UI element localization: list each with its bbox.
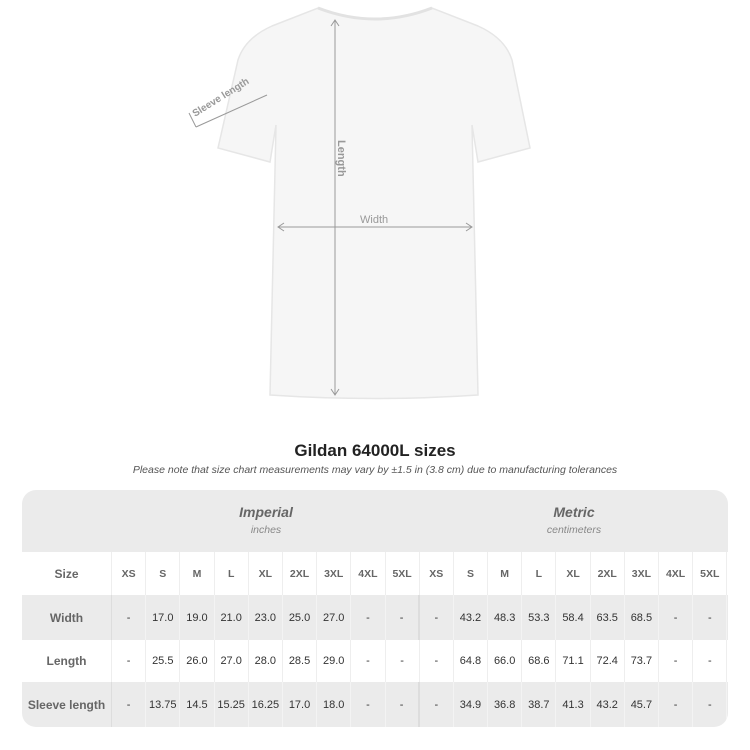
metric-value-cell: 45.7 [625, 682, 659, 727]
metric-value-cell: - [693, 682, 728, 727]
imperial-unit: inches [250, 524, 282, 536]
metric-value-cell: 53.3 [522, 595, 557, 640]
imperial-value-cell: 29.0 [317, 640, 352, 682]
size-header-s: S [454, 552, 489, 595]
metric-value-cell: 72.4 [591, 640, 625, 682]
measure-lines [188, 19, 473, 396]
metric-value-cell: 66.0 [488, 640, 523, 682]
metric-value-cell: 64.8 [454, 640, 489, 682]
size-header-xs: XS [112, 552, 147, 595]
imperial-value-cell: - [386, 595, 420, 640]
page-title: Gildan 64000L sizes [294, 441, 456, 460]
metric-value-cell: - [420, 640, 454, 682]
imperial-value-cell: - [351, 595, 386, 640]
metric-value-cell: - [659, 595, 694, 640]
size-header-xl: XL [556, 552, 591, 595]
imperial-value-cell: 27.0 [317, 595, 352, 640]
tshirt-diagram: Sleeve length Length Width [188, 6, 531, 400]
size-header-l: L [215, 552, 249, 595]
metric-value-cell: 48.3 [488, 595, 523, 640]
size-header-m: M [180, 552, 215, 595]
imperial-value-cell: 16.25 [249, 682, 283, 727]
metric-title: Metric [553, 504, 595, 520]
imperial-value-cell: 17.0 [146, 595, 181, 640]
metric-value-cell: - [693, 595, 728, 640]
imperial-value-cell: 28.5 [283, 640, 318, 682]
imperial-value-cell: 25.0 [283, 595, 318, 640]
imperial-value-cell: 13.75 [146, 682, 181, 727]
metric-unit: centimeters [546, 524, 602, 536]
imperial-value-cell: 18.0 [317, 682, 352, 727]
row-label: Length [22, 640, 112, 682]
imperial-value-cell: - [386, 682, 420, 727]
size-header-3xl: 3XL [625, 552, 659, 595]
metric-value-cell: - [420, 595, 454, 640]
table-row: Length -25.5 26.0 27.0 28.0 28.5 29.0- - -64.8 66… [22, 640, 728, 682]
imperial-header: Imperial inches [112, 490, 420, 552]
size-header-4xl: 4XL [351, 552, 386, 595]
metric-value-cell: 41.3 [556, 682, 591, 727]
metric-value-cell: 36.8 [488, 682, 523, 727]
imperial-value-cell: 25.5 [146, 640, 181, 682]
size-header-3xl: 3XL [317, 552, 352, 595]
metric-value-cell: 38.7 [522, 682, 557, 727]
table-row: Width -17.0 19.0 21.0 23.0 25.0 27.0- - -43.2 48.… [22, 595, 728, 640]
size-row: Size XS S M L XL 2XL 3XL 4XL 5XL XS S M L XL 2XL 3XL 4XL 5… [22, 552, 728, 595]
tshirt-shape [217, 7, 531, 400]
imperial-value-cell: 27.0 [215, 640, 249, 682]
imperial-value-cell: - [112, 595, 147, 640]
size-table: Imperial inches Metric centimeters Size X… [22, 490, 728, 727]
metric-header: Metric centimeters [420, 490, 728, 552]
imperial-value-cell: - [351, 640, 386, 682]
size-header-label: Size [22, 552, 112, 595]
metric-value-cell: - [659, 682, 694, 727]
size-header-4xl: 4XL [659, 552, 694, 595]
imperial-value-cell: 15.25 [215, 682, 249, 727]
imperial-value-cell: 21.0 [215, 595, 249, 640]
imperial-value-cell: 17.0 [283, 682, 318, 727]
width-label: Width [360, 214, 388, 226]
size-header-5xl: 5XL [386, 552, 420, 595]
imperial-value-cell: - [351, 682, 386, 727]
imperial-value-cell: 23.0 [249, 595, 283, 640]
metric-value-cell: 34.9 [454, 682, 489, 727]
imperial-value-cell: 28.0 [249, 640, 283, 682]
size-header-2xl: 2XL [591, 552, 625, 595]
table-row: Sleeve length -13.75 14.5 15.25 16.25 17.0 18.… [22, 682, 728, 727]
metric-value-cell: 43.2 [591, 682, 625, 727]
imperial-value-cell: 14.5 [180, 682, 215, 727]
imperial-value-cell: 26.0 [180, 640, 215, 682]
metric-value-cell: - [659, 640, 694, 682]
metric-value-cell: 58.4 [556, 595, 591, 640]
length-label: Length [335, 140, 347, 177]
size-header-xl: XL [249, 552, 283, 595]
imperial-value-cell: 19.0 [180, 595, 215, 640]
size-header-s: S [146, 552, 181, 595]
imperial-value-cell: - [112, 640, 147, 682]
metric-value-cell: 63.5 [591, 595, 625, 640]
imperial-title: Imperial [239, 504, 293, 520]
metric-value-cell: 73.7 [625, 640, 659, 682]
metric-value-cell: 71.1 [556, 640, 591, 682]
metric-value-cell: 68.5 [625, 595, 659, 640]
row-label: Sleeve length [22, 682, 112, 727]
metric-value-cell: - [693, 640, 728, 682]
size-header-xs: XS [420, 552, 454, 595]
tolerance-note: Please note that size chart measurements… [132, 464, 618, 476]
size-header-5xl: 5XL [693, 552, 728, 595]
metric-value-cell: - [420, 682, 454, 727]
size-header-2xl: 2XL [283, 552, 318, 595]
metric-value-cell: 43.2 [454, 595, 489, 640]
row-label: Width [22, 595, 112, 640]
imperial-value-cell: - [112, 682, 147, 727]
imperial-value-cell: - [386, 640, 420, 682]
size-header-m: M [488, 552, 523, 595]
size-header-l: L [522, 552, 557, 595]
metric-value-cell: 68.6 [522, 640, 557, 682]
